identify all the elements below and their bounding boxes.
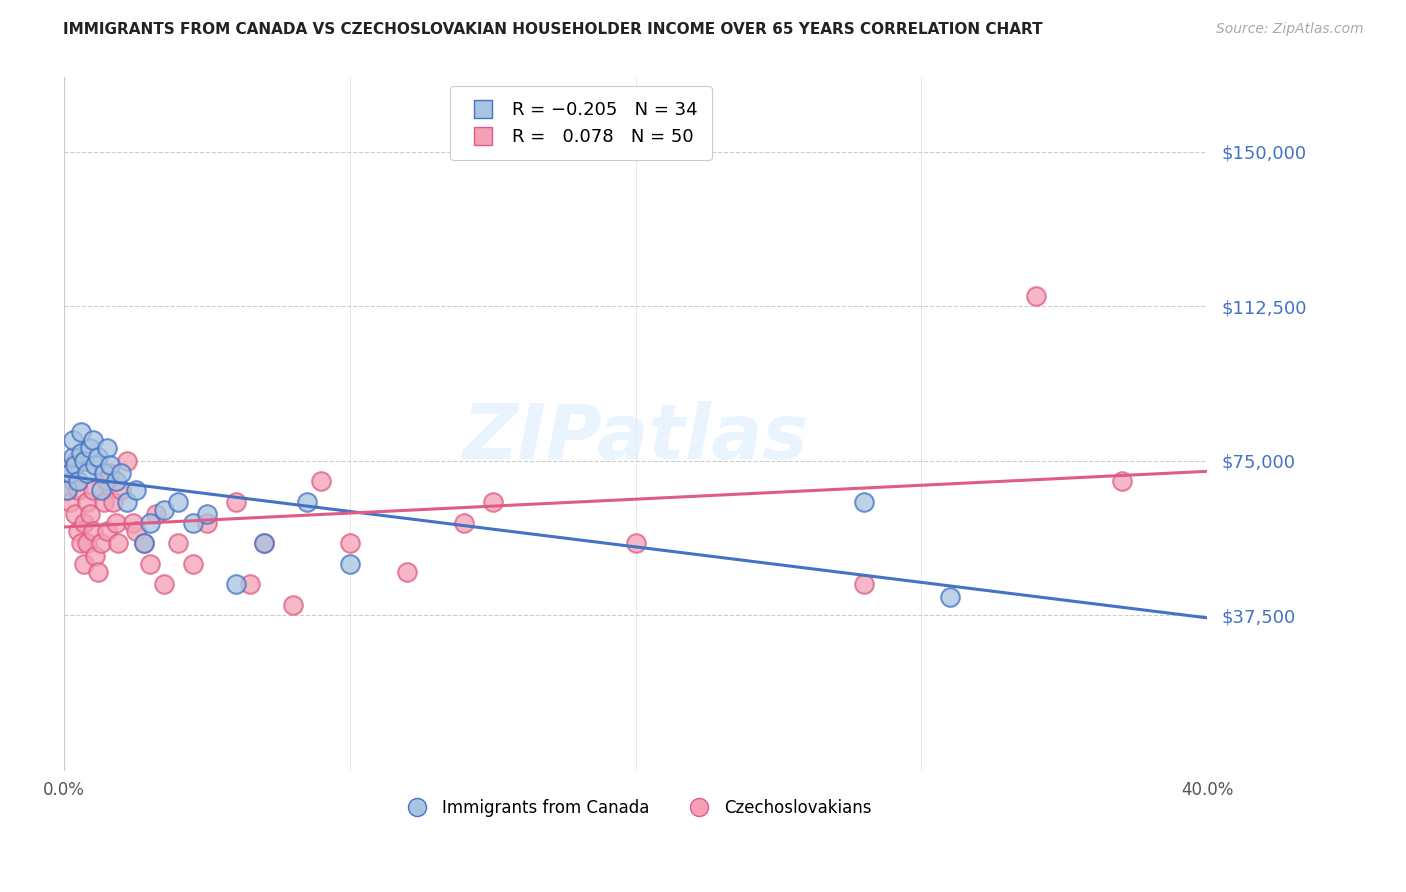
Point [65, 458, 87, 472]
Point [624, 536, 647, 550]
Point [98, 466, 121, 480]
Point [1111, 475, 1133, 489]
Text: ZIPatlas: ZIPatlas [463, 401, 808, 475]
Point [167, 495, 190, 509]
Point [121, 516, 143, 530]
Point [107, 536, 129, 550]
Point [110, 466, 132, 480]
Point [853, 577, 876, 591]
Point [87, 565, 110, 579]
Point [181, 557, 204, 571]
Point [76, 466, 98, 480]
Point [167, 536, 190, 550]
Point [311, 475, 333, 489]
Point [70, 445, 93, 459]
Point [98, 458, 121, 472]
Point [62, 475, 84, 489]
Point [253, 536, 276, 550]
Point [110, 483, 132, 497]
Point [481, 495, 503, 509]
Point [79, 442, 101, 456]
Point [239, 577, 262, 591]
Point [73, 557, 96, 571]
Point [62, 434, 84, 448]
Point [132, 536, 155, 550]
Point [853, 495, 876, 509]
Point [96, 442, 118, 456]
Text: Source: ZipAtlas.com: Source: ZipAtlas.com [1216, 22, 1364, 37]
Point [96, 475, 118, 489]
Point [153, 577, 176, 591]
Point [939, 590, 962, 604]
Point [73, 454, 96, 468]
Point [87, 450, 110, 464]
Point [67, 524, 90, 538]
Point [62, 450, 84, 464]
Point [115, 454, 138, 468]
Point [90, 483, 112, 497]
Point [73, 516, 96, 530]
Point [124, 524, 146, 538]
Point [82, 434, 104, 448]
Point [84, 549, 107, 563]
Point [65, 508, 87, 522]
Point [195, 516, 218, 530]
Point [181, 516, 204, 530]
Point [82, 524, 104, 538]
Point [295, 495, 318, 509]
Point [76, 536, 98, 550]
Point [76, 495, 98, 509]
Point [145, 508, 167, 522]
Point [281, 598, 304, 612]
Point [104, 516, 127, 530]
Point [1025, 289, 1047, 303]
Point [225, 495, 247, 509]
Point [104, 475, 127, 489]
Point [139, 516, 162, 530]
Point [253, 536, 276, 550]
Point [132, 536, 155, 550]
Point [96, 524, 118, 538]
Text: IMMIGRANTS FROM CANADA VS CZECHOSLOVAKIAN HOUSEHOLDER INCOME OVER 65 YEARS CORRE: IMMIGRANTS FROM CANADA VS CZECHOSLOVAKIA… [63, 22, 1043, 37]
Point [70, 425, 93, 439]
Point [139, 557, 162, 571]
Point [339, 557, 361, 571]
Legend: Immigrants from Canada, Czechoslovakians: Immigrants from Canada, Czechoslovakians [394, 793, 879, 824]
Point [453, 516, 475, 530]
Point [395, 565, 418, 579]
Point [56, 483, 79, 497]
Point [195, 508, 218, 522]
Point [65, 454, 87, 468]
Point [79, 508, 101, 522]
Point [153, 503, 176, 517]
Point [59, 466, 82, 480]
Point [93, 495, 115, 509]
Point [124, 483, 146, 497]
Point [90, 536, 112, 550]
Point [84, 458, 107, 472]
Point [115, 495, 138, 509]
Point [67, 483, 90, 497]
Point [59, 466, 82, 480]
Point [67, 475, 90, 489]
Point [56, 483, 79, 497]
Point [339, 536, 361, 550]
Point [82, 483, 104, 497]
Point [59, 495, 82, 509]
Point [225, 577, 247, 591]
Point [93, 466, 115, 480]
Point [70, 536, 93, 550]
Point [101, 495, 124, 509]
